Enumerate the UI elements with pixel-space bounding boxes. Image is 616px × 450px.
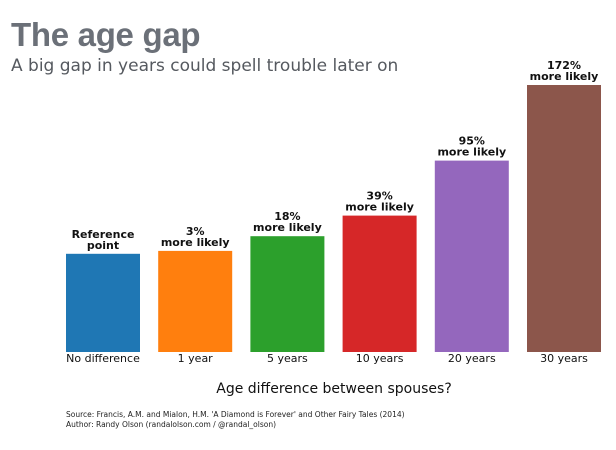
- data-label: 95% more likely: [437, 135, 506, 159]
- data-label: 39% more likely: [345, 190, 414, 214]
- bars-group: [66, 85, 601, 352]
- x-axis-label: Age difference between spouses?: [216, 381, 452, 397]
- chart-title: The age gap: [11, 16, 201, 53]
- data-label: Reference point: [72, 228, 135, 252]
- x-tick-label: 20 years: [448, 352, 496, 365]
- bar-10-years: [342, 215, 417, 352]
- x-tick-label: No difference: [66, 352, 140, 365]
- x-tick-label: 10 years: [356, 352, 404, 365]
- x-tick-label: 5 years: [267, 352, 308, 365]
- bar-5-years: [250, 236, 325, 352]
- source-line: Source: Francis, A.M. and Mialon, H.M. '…: [66, 410, 405, 419]
- x-tick-labels-group: No difference 1 year 5 years 10 years 20 yea…: [66, 352, 588, 365]
- source-note: Source: Francis, A.M. and Mialon, H.M. '…: [66, 410, 405, 430]
- data-label: 3% more likely: [161, 225, 230, 249]
- data-label: 172% more likely: [530, 59, 599, 83]
- x-tick-label: 30 years: [540, 352, 588, 365]
- bar-20-years: [434, 160, 509, 352]
- bar-no-difference: [66, 253, 140, 352]
- data-label: 18% more likely: [253, 210, 322, 234]
- chart-subtitle: A big gap in years could spell trouble l…: [11, 56, 399, 76]
- bar-1-year: [158, 250, 233, 352]
- bar-30-years: [527, 85, 601, 352]
- x-tick-label: 1 year: [178, 352, 214, 365]
- data-labels-group: Reference point 3% more likely 18% more likel…: [72, 59, 599, 252]
- author-line: Author: Randy Olson (randalolson.com / @…: [66, 420, 277, 429]
